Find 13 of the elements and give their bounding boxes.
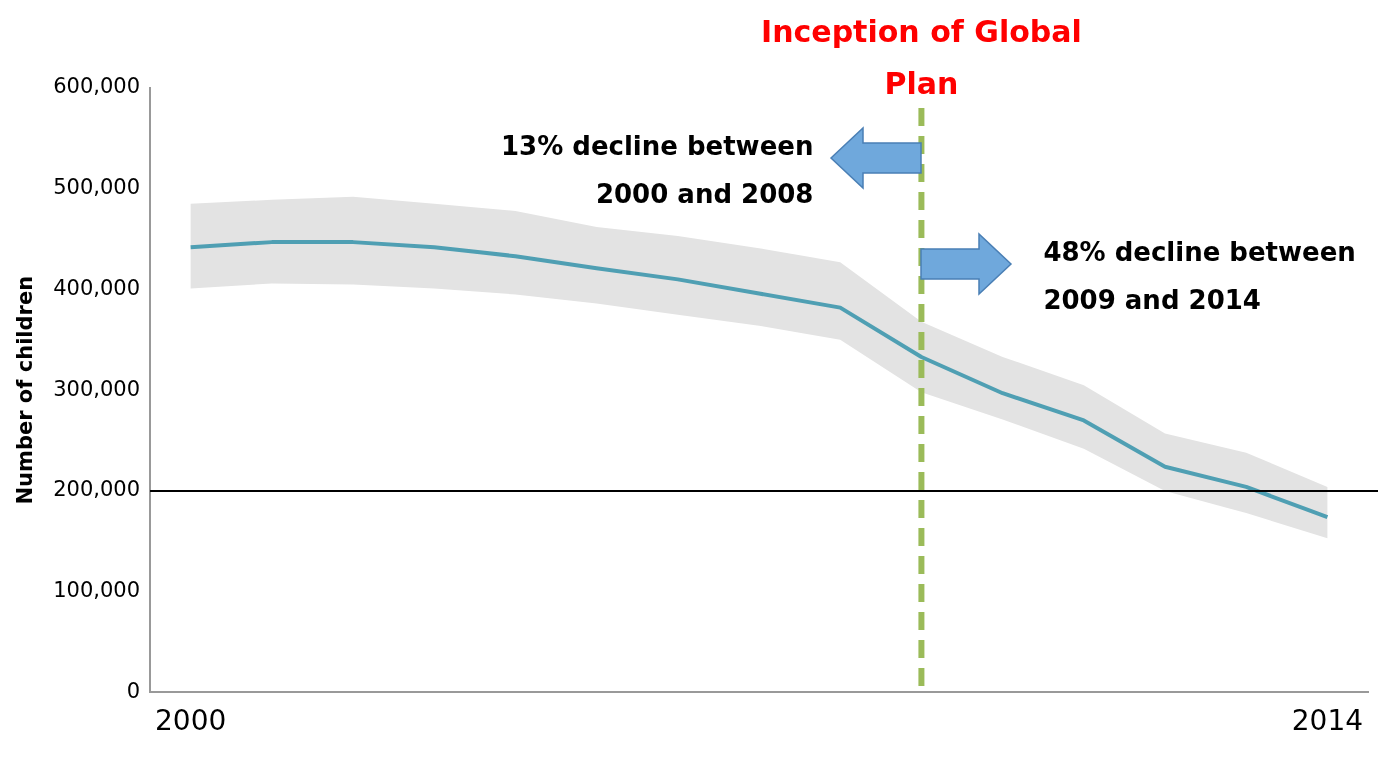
y-tick-label: 200,000 — [53, 477, 141, 502]
y-tick-label: 500,000 — [53, 175, 141, 200]
y-tick-label: 400,000 — [53, 275, 141, 300]
annotation: 48% decline between 2009 and 2014 — [1043, 236, 1357, 317]
y-tick-label: 100,000 — [53, 578, 141, 603]
y-axis-title: Number of children — [13, 275, 38, 505]
x-tick-label: 2014 — [1291, 704, 1364, 738]
y-tick-label: 300,000 — [53, 376, 141, 401]
y-tick-label: 0 — [126, 678, 141, 703]
x-tick-label: 2000 — [155, 704, 227, 738]
annotation: 13% decline between 2000 and 2008 — [500, 130, 814, 211]
y-tick-label: 600,000 — [53, 74, 141, 99]
ref-line-label: Inception of Global Plan — [760, 13, 1083, 103]
